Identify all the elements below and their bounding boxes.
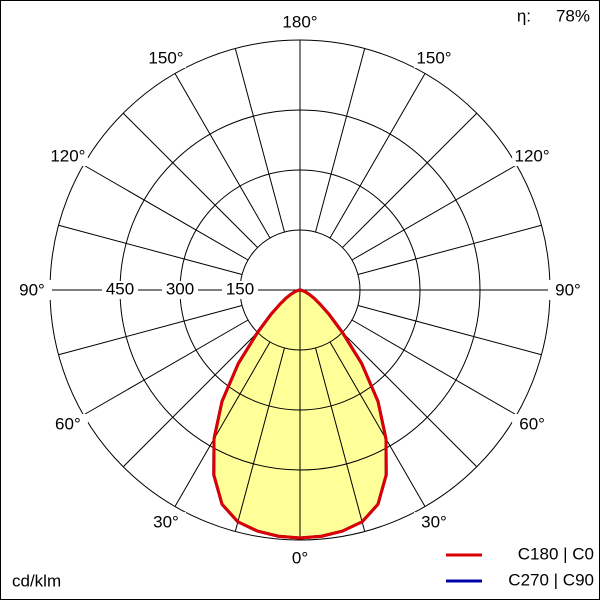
label-bg — [12, 280, 52, 300]
label-bg — [146, 47, 186, 68]
spoke — [351, 164, 517, 261]
spoke — [174, 73, 271, 239]
intensity-curve — [212, 288, 301, 540]
angle-label: 60° — [55, 414, 81, 433]
spoke — [174, 341, 271, 507]
angle-label: 120° — [515, 146, 550, 165]
label-bg — [47, 414, 88, 434]
spoke — [122, 332, 258, 468]
label-bg — [414, 47, 454, 68]
label-bg — [280, 12, 320, 32]
angle-label: 90° — [19, 280, 45, 299]
spoke — [234, 347, 285, 532]
spoke — [315, 48, 366, 233]
angle-label: 120° — [50, 146, 85, 165]
label-bg — [102, 281, 138, 299]
spoke — [58, 224, 243, 275]
light-area — [213, 290, 300, 538]
spoke — [357, 224, 542, 275]
spoke — [83, 164, 249, 261]
efficiency-label: η: — [517, 6, 531, 25]
spoke — [357, 305, 542, 356]
label-bg — [512, 146, 553, 166]
angle-label: 60° — [519, 414, 545, 433]
label-bg — [512, 414, 553, 434]
legend-label: C270 | C90 — [508, 570, 594, 589]
label-bg — [162, 281, 198, 299]
label-bg — [548, 280, 588, 300]
label-bg — [280, 548, 320, 568]
label-bg — [222, 281, 258, 299]
r-tick-label: 300 — [166, 279, 194, 298]
efficiency-value: 78% — [556, 6, 590, 25]
spoke — [234, 48, 285, 233]
r-tick-label: 450 — [106, 279, 134, 298]
spoke — [83, 319, 249, 416]
spoke — [122, 112, 258, 248]
legend-label: C180 | C0 — [518, 544, 594, 563]
angle-label: 180° — [282, 12, 317, 31]
angle-label: 30° — [153, 513, 179, 532]
spoke — [342, 112, 478, 248]
spoke — [58, 305, 243, 356]
angle-label: 30° — [421, 513, 447, 532]
angle-label: 150° — [416, 48, 451, 67]
label-bg — [414, 512, 454, 533]
spoke — [342, 332, 478, 468]
spoke — [329, 341, 426, 507]
r-tick-label: 150 — [226, 279, 254, 298]
spoke — [315, 347, 366, 532]
intensity-curve — [299, 288, 388, 540]
angle-label: 0° — [292, 548, 308, 567]
spoke — [329, 73, 426, 239]
light-area — [300, 290, 387, 538]
angle-label: 150° — [148, 48, 183, 67]
unit-label: cd/klm — [12, 571, 61, 590]
label-bg — [47, 146, 88, 166]
label-bg — [146, 512, 186, 533]
spoke — [351, 319, 517, 416]
angle-label: 90° — [555, 280, 581, 299]
